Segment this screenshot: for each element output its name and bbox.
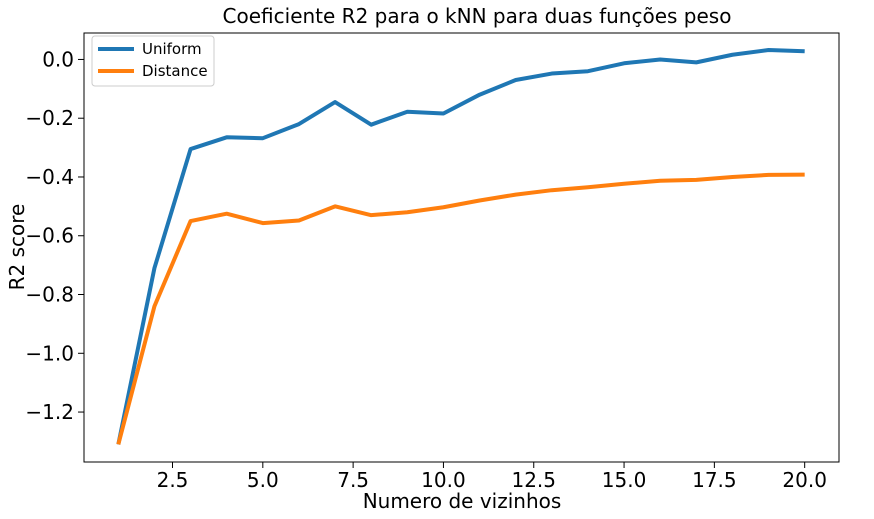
y-axis-ticks: −1.2 −1.0 −0.8 −0.6 −0.4 −0.2 0.0 (25, 47, 84, 424)
legend-label-uniform: Uniform (142, 40, 202, 58)
x-tick-label: 10.0 (421, 468, 466, 492)
y-axis-label: R2 score (5, 204, 29, 291)
x-tick-label: 2.5 (157, 468, 189, 492)
x-tick-label: 17.5 (692, 468, 737, 492)
y-tick-label: −1.2 (25, 400, 74, 424)
x-tick-label: 15.0 (602, 468, 647, 492)
y-tick-label: 0.0 (42, 47, 74, 71)
y-tick-label: −1.0 (25, 341, 74, 365)
series-layer (116, 48, 805, 445)
x-axis-ticks: 2.5 5.0 7.5 10.0 12.5 15.0 17.5 20.0 (157, 462, 827, 492)
legend-label-distance: Distance (142, 62, 208, 80)
x-tick-label: 7.5 (337, 468, 369, 492)
series-line-distance (116, 172, 805, 445)
x-axis-label: Numero de vizinhos (363, 489, 562, 513)
plot-frame (83, 32, 840, 463)
chart-title: Coeficiente R2 para o kNN para duas funç… (223, 4, 732, 28)
y-tick-label: −0.8 (25, 283, 74, 307)
y-tick-label: −0.4 (25, 165, 74, 189)
x-tick-label: 12.5 (511, 468, 556, 492)
y-tick-label: −0.2 (25, 106, 74, 130)
x-tick-label: 5.0 (247, 468, 279, 492)
series-line-uniform (116, 48, 805, 445)
y-tick-label: −0.6 (25, 224, 74, 248)
legend: Uniform Distance (91, 35, 215, 87)
x-tick-label: 20.0 (782, 468, 827, 492)
